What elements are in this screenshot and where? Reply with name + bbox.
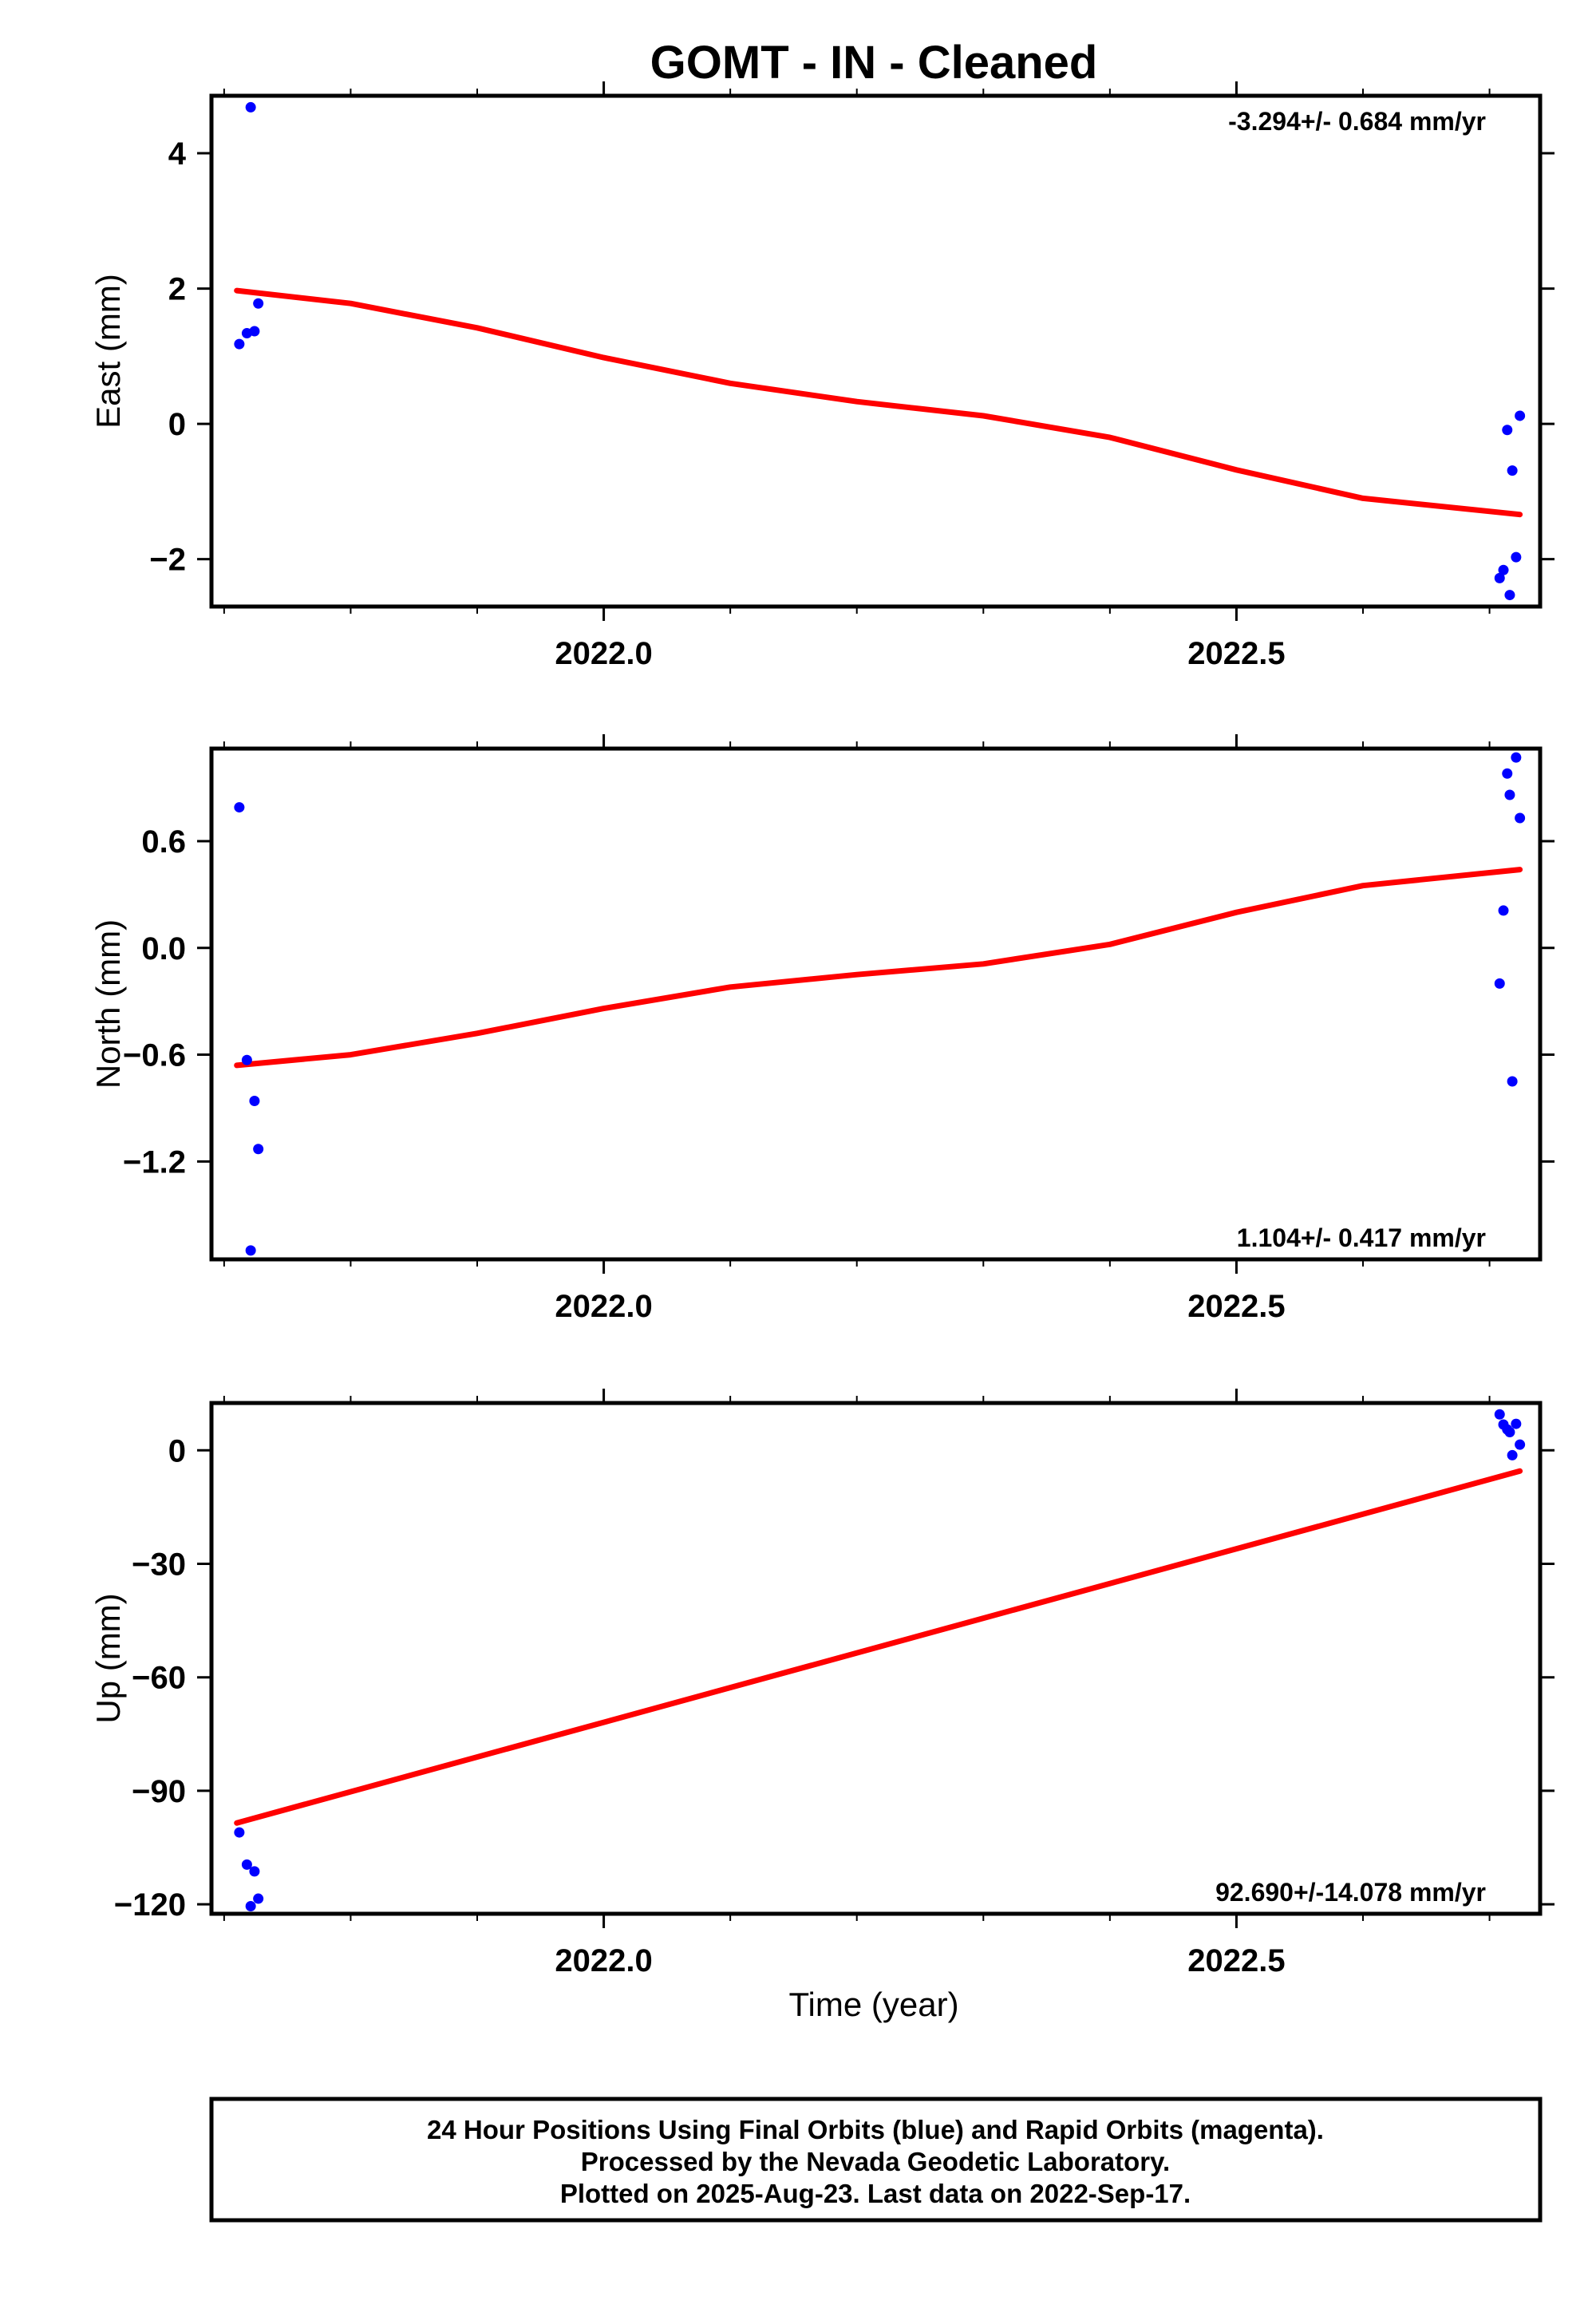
footer-line-3: Plotted on 2025-Aug-23. Last data on 202… <box>560 2179 1191 2208</box>
up-y-tick-label: −120 <box>114 1887 186 1923</box>
up-y-tick-label: −60 <box>132 1661 186 1696</box>
up-data-point <box>1494 1409 1505 1420</box>
x-axis-label: Time (year) <box>788 1986 958 2023</box>
north-data-point <box>1498 905 1509 916</box>
panel-east: 2022.0 2022.5 −2 0 2 4 East (mm) -3.294+/- 0.68… <box>89 81 1555 671</box>
up-data-point <box>1507 1449 1518 1460</box>
north-data-point <box>1511 752 1522 763</box>
up-frame <box>209 1401 1543 1916</box>
panel-up: 2022.0 2022.5 −120 −90 −60 −30 0 Up (mm) 92.690+… <box>89 1389 1555 1978</box>
up-data-point <box>1515 1439 1526 1450</box>
up-y-tick-label: −90 <box>132 1774 186 1809</box>
chart-title: GOMT - IN - Cleaned <box>650 37 1098 89</box>
north-frame <box>209 746 1543 1262</box>
east-y-tick-label: 4 <box>168 136 187 172</box>
east-data-point <box>1494 572 1505 583</box>
north-y-tick-label: 0.0 <box>141 931 186 966</box>
east-x-tick-label: 2022.5 <box>1187 636 1285 671</box>
east-data-point <box>1507 465 1518 476</box>
footer-line-1: 24 Hour Positions Using Final Orbits (bl… <box>427 2115 1324 2144</box>
east-data-point <box>249 326 260 337</box>
up-data-point <box>1511 1418 1522 1429</box>
up-rate-label: 92.690+/-14.078 mm/yr <box>1215 1878 1486 1907</box>
north-x-tick-label: 2022.5 <box>1187 1289 1285 1324</box>
up-y-tick-label: 0 <box>168 1433 186 1468</box>
up-x-tick-label: 2022.0 <box>555 1943 652 1978</box>
north-y-axis-label: North (mm) <box>89 919 127 1089</box>
north-data-point <box>1507 1076 1518 1087</box>
east-data-point <box>234 338 245 350</box>
north-data-point <box>1494 978 1505 989</box>
up-y-axis-label: Up (mm) <box>89 1593 127 1723</box>
east-model-line <box>234 287 1523 518</box>
footer-line-2: Processed by the Nevada Geodetic Laborat… <box>581 2147 1170 2176</box>
up-data-point <box>234 1827 245 1838</box>
up-data-point <box>245 1901 256 1912</box>
north-y-tick-label: −1.2 <box>123 1144 186 1180</box>
up-x-tick-label: 2022.5 <box>1187 1943 1285 1978</box>
panel-north: 2022.0 2022.5 −1.2 −0.6 0.0 0.6 North (mm) 1.10… <box>89 734 1555 1324</box>
north-data-point <box>249 1096 260 1107</box>
north-model-line <box>234 867 1523 1069</box>
north-data-point <box>234 802 245 813</box>
up-y-tick-label: −30 <box>132 1547 186 1582</box>
east-data-point <box>1498 564 1509 575</box>
east-x-tick-label: 2022.0 <box>555 636 652 671</box>
up-data-point <box>241 1859 252 1870</box>
east-y-tick-label: 2 <box>168 272 186 307</box>
east-data-point <box>245 101 256 113</box>
east-data-point <box>1515 410 1526 421</box>
up-data-point <box>249 1866 260 1877</box>
footer-box: 24 Hour Positions Using Final Orbits (bl… <box>209 2097 1543 2223</box>
north-x-tick-label: 2022.0 <box>555 1289 652 1324</box>
east-data-point <box>253 298 264 309</box>
east-data-point <box>1511 551 1522 563</box>
up-data-point <box>1504 1427 1515 1438</box>
east-y-axis-label: East (mm) <box>89 274 127 429</box>
north-data-point <box>253 1144 264 1155</box>
up-data-point <box>253 1893 264 1904</box>
north-data-point <box>241 1054 252 1065</box>
north-data-point <box>1502 768 1513 779</box>
up-model-line <box>234 1468 1523 1826</box>
east-rate-label: -3.294+/- 0.684 mm/yr <box>1228 107 1486 136</box>
north-y-tick-label: 0.6 <box>141 824 186 860</box>
east-y-tick-label: 0 <box>168 407 186 442</box>
east-y-tick-label: −2 <box>149 543 186 578</box>
north-rate-label: 1.104+/- 0.417 mm/yr <box>1237 1223 1486 1252</box>
north-data-point <box>1504 789 1515 800</box>
east-data-point <box>1504 590 1515 601</box>
footer-frame <box>209 2097 1543 2223</box>
north-data-point <box>245 1245 256 1256</box>
north-y-tick-label: −0.6 <box>123 1038 186 1073</box>
north-data-point <box>1515 812 1526 824</box>
east-data-point <box>1502 425 1513 436</box>
east-frame <box>209 93 1543 609</box>
